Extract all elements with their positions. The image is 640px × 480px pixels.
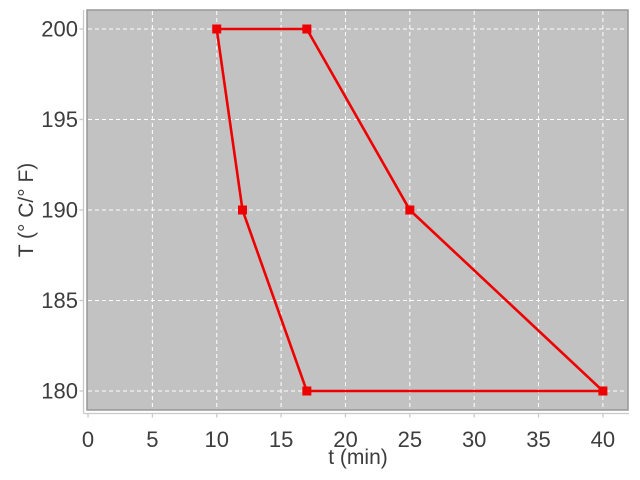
y-tick-label-200: 200	[41, 17, 78, 42]
x-tick-label-25: 25	[398, 427, 422, 452]
y-tick-label-190: 190	[41, 198, 78, 223]
marker-25-190	[405, 205, 415, 215]
marker-12-190	[237, 205, 247, 215]
x-tick-label-40: 40	[591, 427, 615, 452]
marker-10-200	[212, 24, 222, 34]
y-tick-label-180: 180	[41, 378, 78, 403]
x-tick-label-10: 10	[205, 427, 229, 452]
x-tick-label-30: 30	[462, 427, 486, 452]
marker-40-180	[598, 386, 608, 396]
x-tick-label-35: 35	[526, 427, 550, 452]
x-tick-label-0: 0	[82, 427, 94, 452]
x-tick-label-5: 5	[146, 427, 158, 452]
y-tick-label-195: 195	[41, 107, 78, 132]
marker-17-180	[302, 386, 312, 396]
x-tick-label-15: 15	[269, 427, 293, 452]
x-axis-title: t (min)	[328, 446, 388, 469]
y-tick-label-185: 185	[41, 288, 78, 313]
y-axis-title: T (° C/° F)	[15, 162, 38, 258]
marker-17-200	[302, 24, 312, 34]
x-tick-label-20: 20	[333, 427, 357, 452]
